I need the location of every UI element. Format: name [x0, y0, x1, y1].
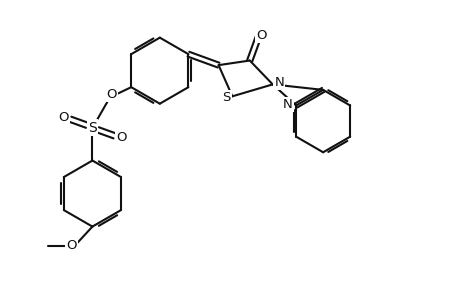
Text: O: O	[58, 111, 69, 124]
Text: O: O	[106, 88, 117, 101]
Text: S: S	[88, 121, 96, 134]
Text: O: O	[256, 29, 266, 42]
Text: O: O	[67, 239, 77, 252]
Text: N: N	[274, 76, 283, 89]
Text: S: S	[222, 91, 230, 104]
Text: N: N	[282, 98, 292, 111]
Text: O: O	[116, 131, 126, 144]
